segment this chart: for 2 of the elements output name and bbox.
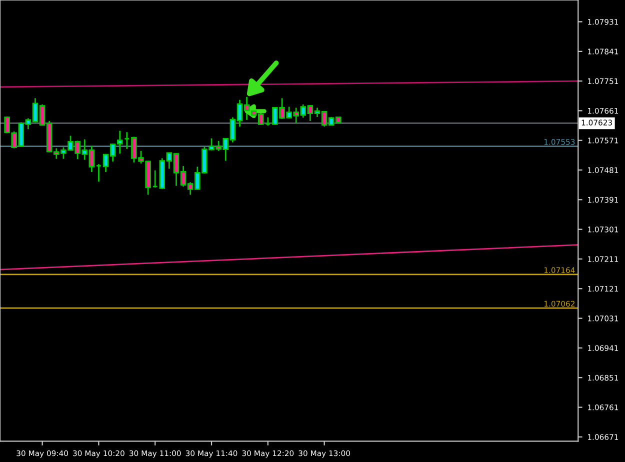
candlestick <box>124 131 130 150</box>
candlestick <box>96 163 102 182</box>
